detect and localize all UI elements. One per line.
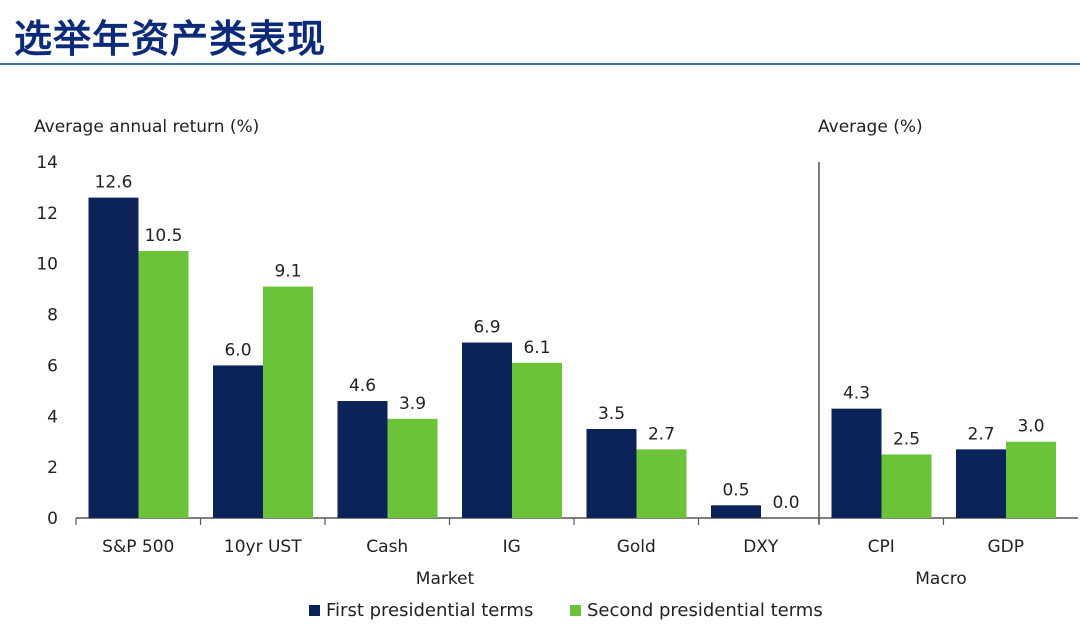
value-label-second: 10.5 (145, 226, 183, 246)
bar-second-term (1006, 441, 1056, 518)
value-label-first: 6.9 (473, 318, 500, 338)
x-tick-label: Cash (366, 537, 408, 557)
value-label-first: 6.0 (224, 340, 251, 360)
value-label-first: 3.5 (598, 404, 625, 424)
y-tick-label: 12 (36, 204, 58, 224)
value-label-first: 12.6 (95, 173, 133, 193)
x-tick-label: CPI (868, 537, 895, 557)
y-tick-label: 0 (47, 509, 58, 529)
legend-label-second: Second presidential terms (587, 600, 823, 621)
x-tick-label: Gold (617, 537, 656, 557)
value-label-first: 0.5 (722, 480, 749, 500)
bar-first-term (88, 197, 139, 518)
bar-first-term (956, 449, 1006, 518)
x-tick-label: GDP (987, 537, 1024, 557)
bar-second-term (512, 362, 562, 518)
value-label-second: 2.5 (893, 429, 920, 449)
legend-swatch-first (309, 605, 320, 616)
value-label-first: 2.7 (967, 424, 994, 444)
x-tick-label: S&P 500 (102, 537, 174, 557)
bar-first-term (213, 365, 263, 518)
bar-first-term (711, 505, 761, 518)
x-axis-title-market: Market (416, 569, 475, 589)
bar-first-term (831, 408, 882, 518)
value-label-first: 4.3 (843, 384, 870, 404)
bar-second-term (881, 454, 932, 518)
y-tick-label: 2 (47, 458, 58, 478)
legend-label-first: First presidential terms (326, 600, 533, 621)
bar-first-term (586, 429, 637, 518)
y-tick-label: 14 (36, 153, 58, 173)
title-divider (0, 63, 1080, 65)
bar-second-term (138, 251, 189, 518)
value-label-second: 0.0 (772, 493, 799, 513)
x-tick-label: IG (503, 537, 521, 557)
value-label-second: 2.7 (648, 424, 675, 444)
bar-first-term (462, 342, 512, 518)
value-label-second: 9.1 (274, 262, 301, 282)
y-tick-label: 8 (47, 306, 58, 326)
y-tick-label: 4 (47, 407, 58, 427)
y-axis-title-macro: Average (%) (818, 117, 923, 137)
bar-first-term (337, 401, 388, 518)
y-axis-title-market: Average annual return (%) (34, 117, 259, 137)
y-tick-label: 10 (36, 255, 58, 275)
x-tick-label: 10yr UST (224, 537, 302, 557)
legend-swatch-second (570, 605, 581, 616)
value-label-second: 3.9 (399, 394, 426, 414)
y-tick-label: 6 (47, 356, 58, 376)
bar-second-term (263, 286, 313, 518)
value-label-second: 6.1 (523, 338, 550, 358)
bar-second-term (387, 418, 438, 518)
x-axis-title-macro: Macro (915, 569, 966, 589)
value-label-second: 3.0 (1017, 417, 1044, 437)
x-tick-label: DXY (743, 537, 779, 557)
page-title: 选举年资产类表现 (14, 17, 327, 61)
value-label-first: 4.6 (349, 376, 376, 396)
bar-second-term (636, 449, 687, 518)
